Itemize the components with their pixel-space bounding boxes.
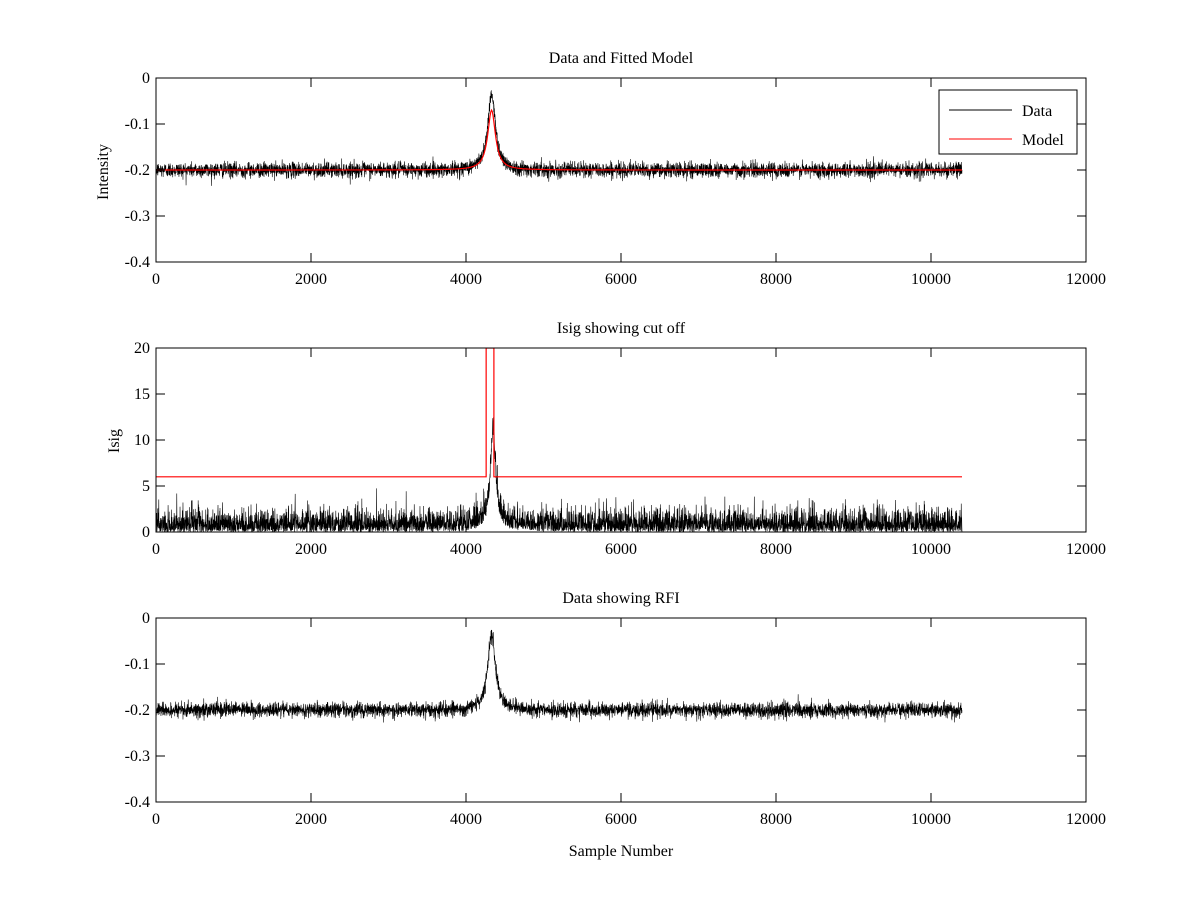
y-tick-label: -0.3 <box>125 748 150 765</box>
y-tick-label: 20 <box>134 340 150 357</box>
x-tick-label: 8000 <box>760 541 792 558</box>
panel-isig: Isig showing cut off Isig 0 2000 4000 6000 8… <box>106 320 1106 558</box>
y-tick-label: 5 <box>142 478 150 495</box>
y-tick-label: -0.3 <box>125 208 150 225</box>
legend-model-label: Model <box>1022 132 1064 149</box>
panel-1-ylabel: Intensity <box>95 144 112 200</box>
x-tick-label: 0 <box>152 541 160 558</box>
panel-1-plot: 0 2000 4000 6000 8000 10000 12000 -0.4 -0.3 -0.2 -… <box>125 70 1106 288</box>
y-tick-label: -0.4 <box>125 254 150 271</box>
panel-rfi: Data showing RFI 0 2000 4000 6000 8000 10000 1… <box>125 590 1106 860</box>
y-tick-label: -0.4 <box>125 794 150 811</box>
series-group <box>156 629 963 723</box>
panel-1-title: Data and Fitted Model <box>549 50 694 67</box>
y-tick-label: 0 <box>142 610 150 627</box>
series-line-series-0 <box>156 417 963 532</box>
legend-data-label: Data <box>1022 103 1052 120</box>
x-tick-label: 10000 <box>911 271 951 288</box>
y-tick-label: -0.1 <box>125 656 150 673</box>
series-group <box>156 348 963 532</box>
x-tick-label: 2000 <box>295 271 327 288</box>
x-tick-label: 4000 <box>450 811 482 828</box>
panel-2-plot: 0 2000 4000 6000 8000 10000 12000 0 5 10 15 20 <box>134 340 1106 558</box>
x-tick-label: 12000 <box>1066 541 1106 558</box>
series-line-model <box>156 108 962 171</box>
y-tick-label: 15 <box>134 386 150 403</box>
series-group <box>156 90 963 186</box>
x-tick-label: 2000 <box>295 811 327 828</box>
x-tick-label: 6000 <box>605 271 637 288</box>
x-tick-label: 4000 <box>450 541 482 558</box>
x-tick-label: 10000 <box>911 811 951 828</box>
x-tick-label: 2000 <box>295 541 327 558</box>
x-tick-label: 12000 <box>1066 271 1106 288</box>
series-line-data <box>156 90 963 186</box>
legend-box <box>938 89 1078 155</box>
x-axis-label: Sample Number <box>569 843 674 860</box>
x-tick-label: 0 <box>152 811 160 828</box>
panel-3-title: Data showing RFI <box>562 590 679 607</box>
y-tick-label: -0.2 <box>125 702 150 719</box>
y-tick-label: -0.1 <box>125 116 150 133</box>
y-tick-label: 0 <box>142 70 150 87</box>
x-tick-label: 10000 <box>911 541 951 558</box>
x-tick-label: 6000 <box>605 541 637 558</box>
x-tick-label: 12000 <box>1066 811 1106 828</box>
panel-2-title: Isig showing cut off <box>557 320 686 337</box>
x-tick-label: 8000 <box>760 811 792 828</box>
x-tick-label: 8000 <box>760 271 792 288</box>
x-tick-label: 0 <box>152 271 160 288</box>
series-line-series-1 <box>156 348 962 478</box>
y-tick-label: 10 <box>134 432 150 449</box>
y-tick-label: -0.2 <box>125 162 150 179</box>
x-tick-label: 4000 <box>450 271 482 288</box>
panel-2-ylabel: Isig <box>106 429 123 453</box>
legend: Data Model <box>938 89 1078 155</box>
x-tick-label: 6000 <box>605 811 637 828</box>
panel-data-and-model: Data and Fitted Model Intensity 0 2000 400… <box>95 50 1106 288</box>
panel-3-plot: 0 2000 4000 6000 8000 10000 12000 -0.4 -0.3 -0.2 -… <box>125 610 1106 828</box>
series-line-series-0 <box>156 629 963 723</box>
y-tick-label: 0 <box>142 524 150 541</box>
